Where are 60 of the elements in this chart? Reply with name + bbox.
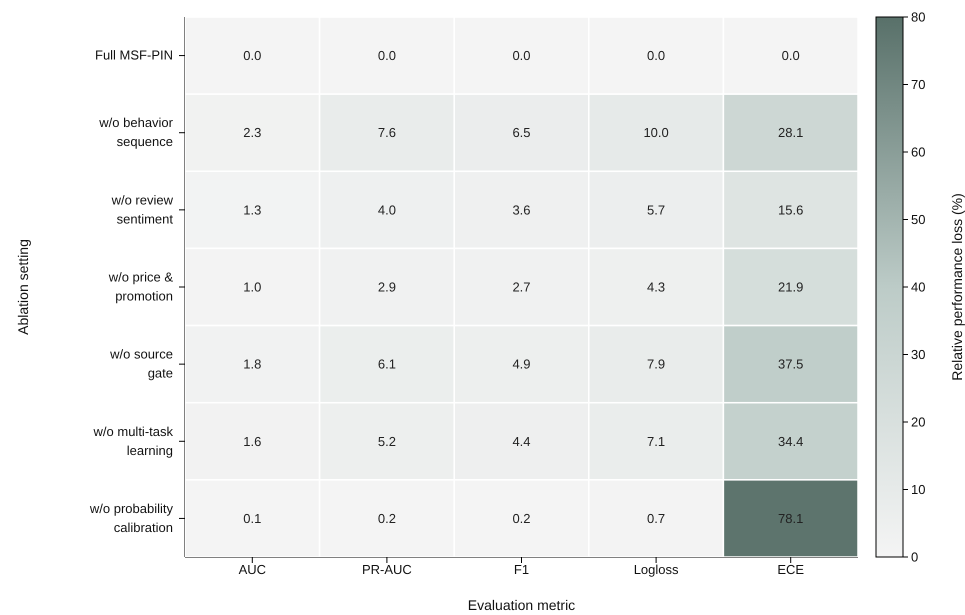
data-label: 6.1 [378, 356, 396, 372]
data-label: 0.0 [243, 48, 262, 64]
y-tick-label: w/o source gate [109, 346, 173, 381]
data-label: 1.6 [243, 434, 262, 449]
x-tick-label: AUC [238, 562, 266, 578]
y-tick-label: Full MSF-PIN [95, 48, 173, 63]
color-bar-label: 80 [911, 10, 926, 24]
data-label: 5.2 [378, 434, 396, 449]
x-tick-label: PR-AUC [362, 562, 412, 578]
colorbar: 0 10 20 30 40 50 60 70 80 Relative performance loss (%) [875, 0, 965, 615]
data-label: 4.0 [378, 202, 396, 218]
data-label: 37.5 [778, 356, 804, 372]
x-tick-label: Logloss [634, 562, 679, 578]
data-label: 0.0 [512, 48, 531, 64]
color-bar-label: 40 [911, 280, 926, 294]
data-label: 0.0 [647, 48, 666, 64]
data-label: 0.2 [512, 510, 531, 526]
y-tick-label: w/o review sentiment [110, 192, 174, 226]
data-label: 7.9 [647, 356, 666, 372]
x-tick-label: F1 [514, 562, 530, 578]
y-axis-title: Ablation setting [14, 239, 31, 335]
y-tick-label: w/o multi-task learning [92, 424, 174, 458]
data-label: 1.8 [243, 356, 262, 372]
data-label: 3.6 [512, 202, 531, 218]
color-bar-label: 50 [911, 212, 926, 227]
data-label: 0.2 [378, 510, 396, 526]
color-bar-label: 0 [911, 550, 918, 564]
data-label: 6.5 [512, 125, 531, 140]
data-label: 2.3 [243, 125, 262, 140]
data-label: 0.0 [378, 48, 396, 64]
data-label: 34.4 [778, 434, 804, 449]
color-bar-label: 70 [911, 77, 926, 92]
data-label: 4.9 [512, 356, 531, 372]
data-label: 2.7 [512, 280, 531, 294]
data-label: 7.6 [378, 125, 396, 140]
y-tick-label: w/o probability calibration [88, 500, 174, 535]
data-label: 10.0 [643, 125, 669, 140]
color-bar-label: 10 [911, 482, 926, 497]
color-bar-label: 20 [911, 414, 926, 430]
color-bar-label: 60 [911, 144, 926, 160]
data-label: 7.1 [647, 434, 666, 449]
data-label: 1.0 [243, 280, 262, 294]
color-bar-title: Relative performance loss (%) [949, 193, 965, 381]
data-label: 28.1 [778, 125, 804, 140]
data-label: 0.7 [647, 510, 666, 526]
data-label: 5.7 [647, 202, 666, 218]
data-label: 15.6 [778, 202, 804, 218]
data-label: 4.3 [647, 280, 666, 294]
data-label: 0.0 [782, 48, 800, 64]
x-tick-label: ECE [777, 562, 804, 578]
x-axis-title: Evaluation metric [468, 597, 576, 613]
data-label: 1.3 [243, 202, 262, 218]
color-bar-label: 30 [911, 347, 926, 362]
y-tick-label: w/o price & promotion [108, 270, 174, 304]
data-label: 21.9 [778, 280, 804, 294]
data-label: 4.4 [512, 434, 531, 449]
y-tick-label: w/o behavior sequence [98, 115, 174, 150]
data-label: 0.1 [243, 510, 262, 526]
data-label: 2.9 [378, 280, 396, 294]
data-label: 78.1 [778, 510, 804, 526]
